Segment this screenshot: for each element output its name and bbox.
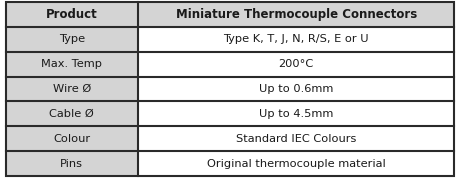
Bar bbox=[138, 101, 453, 126]
Bar bbox=[6, 52, 138, 77]
Text: Original thermocouple material: Original thermocouple material bbox=[207, 159, 385, 169]
Text: 200°C: 200°C bbox=[278, 59, 313, 69]
Text: Wire Ø: Wire Ø bbox=[52, 84, 91, 94]
Bar bbox=[6, 77, 138, 101]
Text: Up to 0.6mm: Up to 0.6mm bbox=[258, 84, 333, 94]
Bar bbox=[6, 27, 138, 52]
Bar bbox=[138, 2, 453, 27]
Text: Up to 4.5mm: Up to 4.5mm bbox=[258, 109, 333, 119]
Bar bbox=[6, 101, 138, 126]
Text: Colour: Colour bbox=[53, 134, 90, 144]
Bar bbox=[138, 151, 453, 176]
Bar bbox=[138, 52, 453, 77]
Text: Type: Type bbox=[59, 34, 84, 44]
Text: Standard IEC Colours: Standard IEC Colours bbox=[235, 134, 356, 144]
Text: Pins: Pins bbox=[60, 159, 83, 169]
Text: Type K, T, J, N, R/S, E or U: Type K, T, J, N, R/S, E or U bbox=[223, 34, 368, 44]
Bar bbox=[138, 77, 453, 101]
Bar bbox=[138, 126, 453, 151]
Text: Cable Ø: Cable Ø bbox=[49, 109, 94, 119]
Bar bbox=[6, 126, 138, 151]
Text: Max. Temp: Max. Temp bbox=[41, 59, 102, 69]
Text: Miniature Thermocouple Connectors: Miniature Thermocouple Connectors bbox=[175, 8, 416, 21]
Bar bbox=[6, 151, 138, 176]
Bar bbox=[6, 2, 138, 27]
Bar bbox=[138, 27, 453, 52]
Text: Product: Product bbox=[46, 8, 97, 21]
